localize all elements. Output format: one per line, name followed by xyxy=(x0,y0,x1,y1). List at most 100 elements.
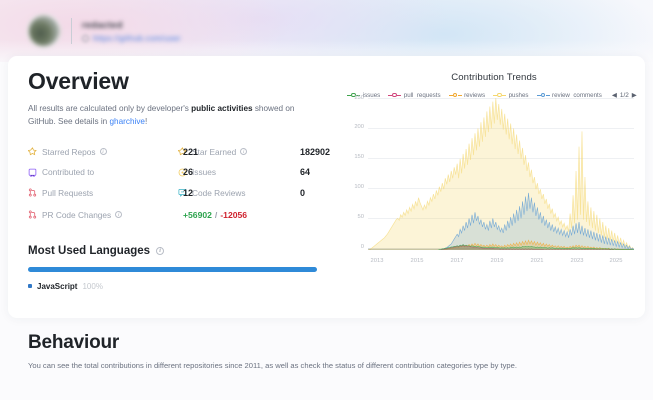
profile-username: redacted xyxy=(82,19,123,30)
x-tick-label: 2021 xyxy=(530,258,544,264)
issue-icon xyxy=(178,168,187,177)
link-icon xyxy=(82,34,89,42)
profile-url[interactable]: https://github.com/user xyxy=(93,33,181,43)
info-icon[interactable]: i xyxy=(156,246,165,255)
languages-title-row: Most Used Languages i xyxy=(28,245,328,257)
star-icon xyxy=(178,147,187,156)
stat-label: Code Reviews xyxy=(192,187,246,198)
stat-label: Pull Requests xyxy=(42,187,94,198)
legend-label: pushes xyxy=(508,91,529,99)
x-tick-label: 2017 xyxy=(450,258,464,264)
most-used-languages-section: Most Used Languages i JavaScript 100% xyxy=(28,245,328,291)
stat-issues: Issues xyxy=(178,167,328,177)
y-tick-label: 150 xyxy=(354,154,364,160)
y-tick-label: 0 xyxy=(360,244,364,250)
x-tick-label: 2023 xyxy=(570,258,584,264)
chart-legend: issues pull_requests reviews pushes revi… xyxy=(346,91,638,99)
chart-title: Contribution Trends xyxy=(451,72,537,83)
language-name: JavaScript xyxy=(37,281,78,291)
legend-marker xyxy=(388,92,402,99)
stat-pull-requests: Pull Requests xyxy=(28,188,178,198)
info-icon[interactable]: i xyxy=(115,211,123,219)
legend-item-pull-requests[interactable]: pull_requests xyxy=(388,91,441,99)
legend-item-reviews[interactable]: reviews xyxy=(448,92,485,99)
stat-value: 0 xyxy=(300,187,306,198)
y-tick-label: 100 xyxy=(354,184,364,190)
legend-item-review-comments[interactable]: review_comments xyxy=(536,91,602,99)
language-legend: JavaScript 100% xyxy=(28,282,328,291)
pull-request-icon xyxy=(28,188,37,197)
overview-left-column: Overview All results are calculated only… xyxy=(28,68,331,291)
pull-request-icon xyxy=(28,210,37,219)
legend-marker xyxy=(347,92,361,99)
code-review-icon xyxy=(178,189,187,197)
info-icon[interactable]: i xyxy=(240,148,248,156)
stat-label: Starred Repos xyxy=(42,146,96,157)
legend-label: pull_requests xyxy=(403,91,441,99)
legend-marker xyxy=(493,92,507,99)
stat-code-reviews: Code Reviews xyxy=(178,188,328,198)
gridline xyxy=(368,128,634,129)
profile-info: redacted https://github.com/user xyxy=(82,20,181,43)
legend-item-issues[interactable]: issues xyxy=(347,92,380,99)
chevron-left-icon[interactable]: ◀ xyxy=(611,92,617,99)
divider xyxy=(71,18,72,44)
gridline xyxy=(368,188,634,189)
stat-value: 221 xyxy=(183,146,199,157)
gridline xyxy=(368,218,634,219)
gridline xyxy=(368,98,634,99)
overview-card: Overview All results are calculated only… xyxy=(8,56,645,318)
chevron-right-icon[interactable]: ▶ xyxy=(631,92,637,99)
info-icon[interactable]: i xyxy=(99,148,107,156)
star-icon xyxy=(28,147,37,156)
desc-bold: public activities xyxy=(191,104,253,113)
languages-title: Most Used Languages xyxy=(28,244,151,257)
pr-additions: +56902 xyxy=(183,209,212,220)
stats-row: Pull Requests 12 Code Reviews 0 xyxy=(28,182,328,203)
gharchive-link[interactable]: gharchive xyxy=(109,116,145,126)
x-tick-label: 2013 xyxy=(370,258,384,264)
stats-row: Contributed to 26 Issues 64 xyxy=(28,162,328,183)
avatar[interactable] xyxy=(27,14,61,48)
repo-icon xyxy=(28,168,37,177)
behaviour-title: Behaviour xyxy=(28,332,120,353)
page-title: Overview xyxy=(28,68,129,94)
stat-label: Contributed to xyxy=(42,167,95,178)
stats-row: PR Code Changes i +56902 / -12056 xyxy=(28,203,328,227)
legend-marker xyxy=(536,92,550,99)
behaviour-description: You can see the total contributions in d… xyxy=(28,361,517,370)
gridline xyxy=(368,158,634,159)
legend-label: issues xyxy=(362,91,381,99)
x-tick-label: 2019 xyxy=(490,258,504,264)
stats-grid: Starred Repos i 221 Star Earned i 182902 xyxy=(28,141,331,227)
y-tick-label: 250 xyxy=(354,95,364,101)
stat-label: Star Earned xyxy=(192,146,237,157)
desc-post: ! xyxy=(144,116,148,126)
chart-plot-area: 250 200 150 100 50 0 2013 2015 2017 2019 xyxy=(348,95,640,276)
behaviour-section: Behaviour You can see the total contribu… xyxy=(28,332,628,370)
overview-description: All results are calculated only by devel… xyxy=(28,103,320,128)
chart-series-container xyxy=(368,98,634,250)
pr-deletions: -12056 xyxy=(220,209,248,220)
legend-item-pushes[interactable]: pushes xyxy=(493,91,529,99)
language-bar xyxy=(28,266,317,272)
stats-row: Starred Repos i 221 Star Earned i 182902 xyxy=(28,141,331,162)
stat-value: 182902 xyxy=(300,146,331,157)
profile-url-row[interactable]: https://github.com/user xyxy=(82,34,181,43)
contribution-trends-panel: Contribution Trends issues pull_requests… xyxy=(346,72,640,302)
x-tick-label: 2015 xyxy=(410,258,424,264)
stat-label: PR Code Changes xyxy=(42,209,112,220)
y-tick-label: 200 xyxy=(354,124,364,130)
stat-contributed-to: Contributed to xyxy=(28,167,178,177)
stat-value: 64 xyxy=(300,167,311,178)
language-percent: 100% xyxy=(82,281,103,291)
legend-marker xyxy=(448,92,462,99)
pr-separator: / xyxy=(214,209,218,220)
x-tick-label: 2025 xyxy=(609,258,623,264)
y-tick-label: 50 xyxy=(357,214,364,220)
pr-code-changes-value: +56902 / -12056 xyxy=(183,210,247,220)
chart-svg xyxy=(368,98,634,250)
desc-mid: showed on GitHub. See details in xyxy=(28,104,295,126)
legend-label: review_comments xyxy=(552,91,602,99)
